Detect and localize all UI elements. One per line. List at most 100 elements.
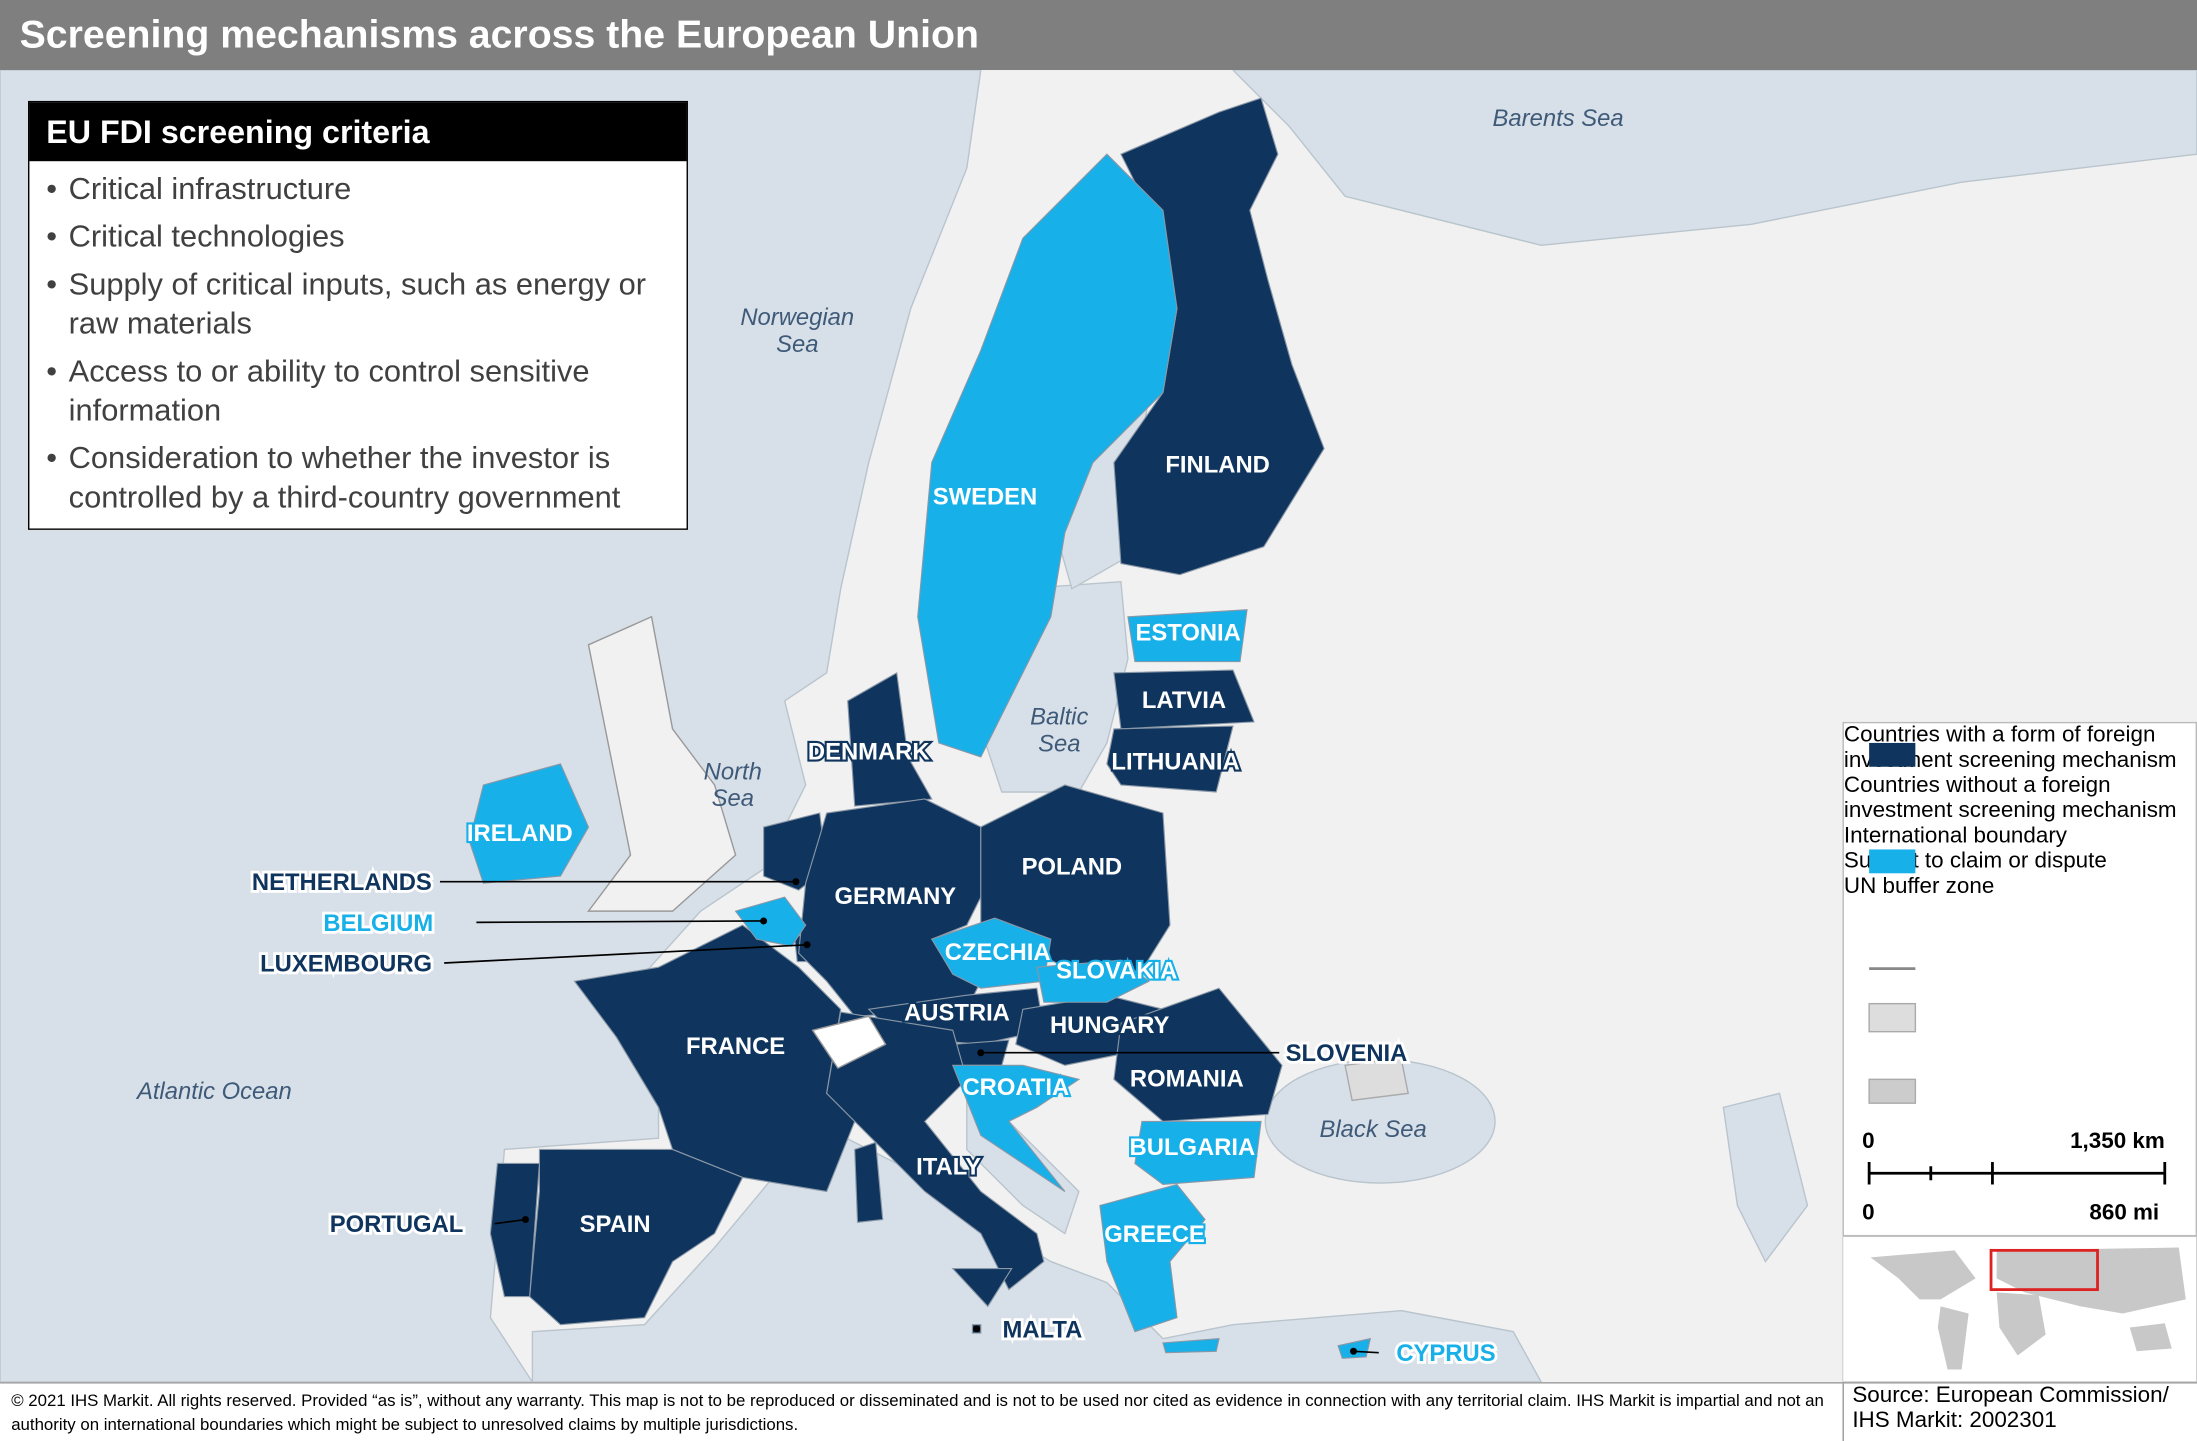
sea-label: Sea	[776, 331, 818, 358]
country-label: HUNGARY	[1050, 1012, 1170, 1039]
country-shape	[917, 153, 1178, 758]
country-label: SLOVENIA	[1286, 1040, 1408, 1067]
country-label: CYPRUS	[1396, 1340, 1495, 1367]
country-shape	[1036, 959, 1151, 1003]
country-label: ROMANIA	[1130, 1065, 1244, 1092]
leader-line	[476, 920, 764, 924]
leader-line	[494, 1218, 526, 1225]
country-label: ESTONIA	[1135, 620, 1240, 647]
criteria-item: Access to or ability to control sensitiv…	[46, 352, 676, 430]
legend-label: Countries with a form of foreign investm…	[1843, 723, 2177, 773]
leader-line	[444, 943, 808, 964]
country-label: GERMANY	[834, 883, 956, 910]
country-label: AUSTRIA	[904, 999, 1010, 1026]
country-label: PORTUGAL	[330, 1211, 464, 1238]
legend-label: International boundary	[1843, 824, 2068, 849]
black-sea	[1264, 1059, 1496, 1184]
source-line: IHS Markit: 2002301	[1852, 1408, 2057, 1433]
country-shape	[951, 1064, 1081, 1192]
scale-km-end: 1,350 km	[2070, 1128, 2165, 1153]
sea-label: Sea	[712, 785, 754, 812]
country-label: CROATIA	[962, 1074, 1069, 1101]
legend-label: UN buffer zone	[1843, 874, 1995, 899]
country-shape	[1127, 609, 1248, 663]
uk-land	[587, 615, 737, 912]
leader-line	[1353, 1350, 1379, 1354]
country-shape	[1162, 1338, 1220, 1354]
country-shape	[1113, 669, 1255, 730]
country-label: LITHUANIA	[1111, 749, 1239, 776]
country-shape	[529, 1148, 744, 1326]
country-label: SWEDEN	[933, 484, 1038, 511]
sea-label: Norwegian	[740, 304, 854, 331]
country-shape	[1099, 1183, 1206, 1333]
switzerland	[811, 1015, 887, 1070]
leader-dot	[977, 1049, 985, 1057]
sea-label: Sea	[1038, 730, 1080, 757]
leader-dot	[973, 1325, 981, 1333]
buffer-zone	[1344, 1057, 1409, 1102]
leader-dot	[1350, 1347, 1358, 1355]
country-shape	[573, 924, 856, 1193]
country-shape	[468, 763, 590, 884]
country-label: MALTA	[1003, 1316, 1083, 1343]
criteria-box: EU FDI screening criteria Critical infra…	[28, 100, 688, 530]
country-label: NETHERLANDS	[252, 869, 432, 896]
swatch-with	[1869, 742, 1916, 767]
leader-dot	[521, 1216, 529, 1224]
criteria-item: Consideration to whether the investor is…	[46, 439, 676, 517]
country-label: LUXEMBOURG	[260, 950, 432, 977]
title: Screening mechanisms across the European…	[0, 0, 2197, 71]
country-shape	[489, 1162, 541, 1298]
source: Source: European Commission/ IHS Markit:…	[1842, 1383, 2197, 1441]
scale-mi-start: 0	[1862, 1200, 1874, 1225]
sea-label: North	[704, 758, 762, 785]
leader-dot	[803, 941, 811, 949]
country-shape	[847, 671, 933, 807]
country-label: BULGARIA	[1130, 1134, 1256, 1161]
country-shape	[1113, 987, 1283, 1122]
sea-label: Baltic	[1030, 704, 1088, 731]
footer: © 2021 IHS Markit. All rights reserved. …	[0, 1382, 2197, 1441]
criteria-title: EU FDI screening criteria	[29, 102, 687, 162]
sea-label: Atlantic Ocean	[135, 1078, 292, 1105]
criteria-item: Critical infrastructure	[46, 170, 676, 209]
country-label: SLOVAKIA	[1056, 957, 1177, 984]
legend-graphics: 0 1,350 km 0 860 mi	[1862, 742, 2167, 1225]
country-label: FINLAND	[1165, 451, 1269, 478]
inset-map	[1842, 1236, 2197, 1383]
leader-dot	[760, 917, 768, 925]
country-label: CZECHIA	[945, 939, 1051, 966]
country-shape	[1134, 1120, 1262, 1186]
country-label: DENMARK	[808, 739, 930, 766]
country-label: BELGIUM	[323, 910, 433, 937]
map: Barents SeaNorwegianSeaNorthSeaBalticSea…	[0, 70, 2197, 1383]
country-shape	[1106, 725, 1234, 793]
country-label: POLAND	[1022, 854, 1123, 881]
country-shape	[734, 896, 807, 947]
swatch-claim	[1868, 1002, 1917, 1033]
legend-label: Countries without a foreign investment s…	[1843, 773, 2177, 823]
country-label: GREECE	[1104, 1221, 1205, 1248]
scale-mi-end: 860 mi	[2089, 1200, 2159, 1225]
scale-km-start: 0	[1862, 1128, 1874, 1153]
inset-extent	[1989, 1248, 2099, 1292]
country-label: FRANCE	[686, 1033, 785, 1060]
country-shape	[951, 1268, 1013, 1308]
criteria-list: Critical infrastructure Critical technolo…	[29, 170, 686, 518]
source-line: Source: European Commission/	[1852, 1383, 2169, 1408]
copyright: © 2021 IHS Markit. All rights reserved. …	[11, 1390, 1824, 1434]
criteria-item: Critical technologies	[46, 217, 676, 256]
legend: 0 1,350 km 0 860 mi Countries with a for…	[1842, 721, 2197, 1237]
swatch-without	[1869, 849, 1916, 874]
country-label: ITALY	[916, 1154, 981, 1181]
sea-label: Barents Sea	[1493, 105, 1624, 132]
country-label: LATVIA	[1142, 687, 1226, 714]
country-label: SPAIN	[580, 1211, 651, 1238]
country-shape	[854, 1141, 884, 1223]
swatch-buffer	[1868, 1078, 1917, 1104]
leader-dot	[792, 878, 800, 886]
